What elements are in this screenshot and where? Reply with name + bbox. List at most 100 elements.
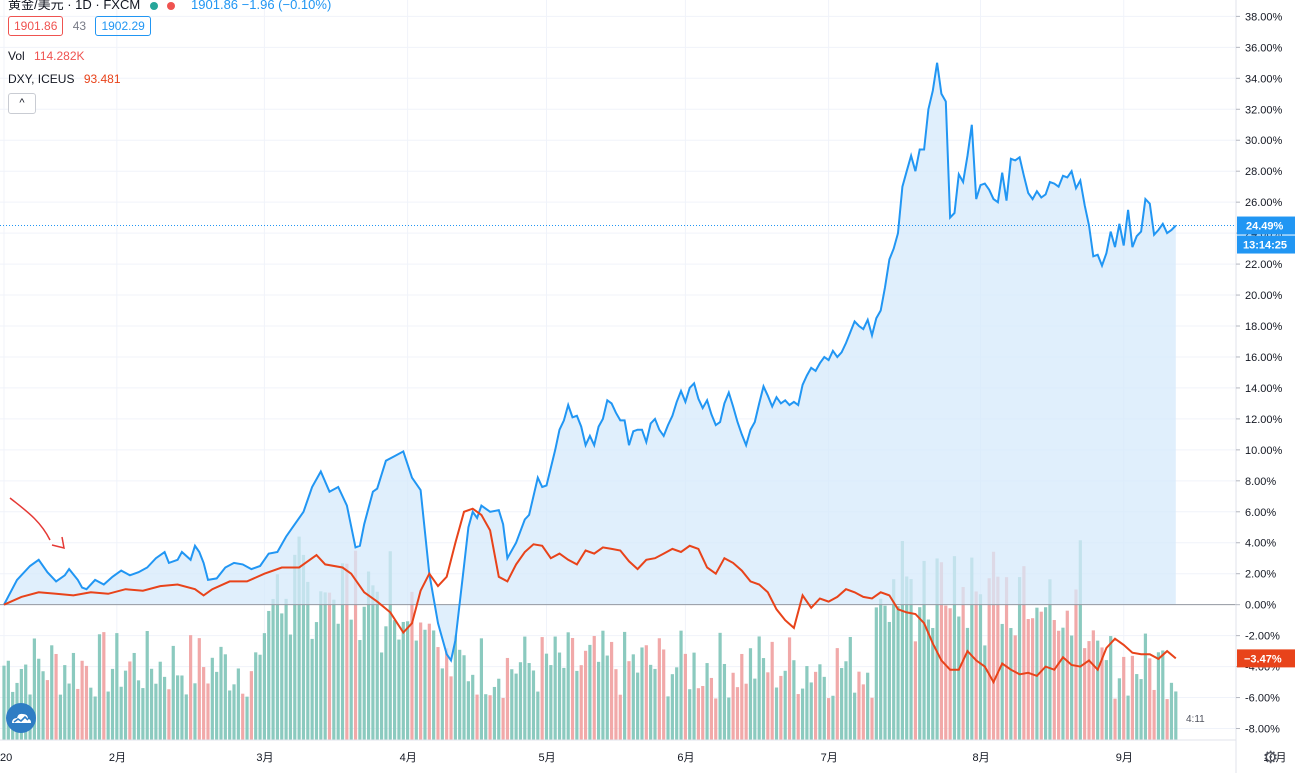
buy-button[interactable]: 1902.29 bbox=[95, 16, 151, 36]
spread-value: 43 bbox=[72, 19, 87, 33]
volume-bar bbox=[206, 683, 210, 740]
x-tick-label: 7月 bbox=[821, 752, 838, 764]
volume-bar bbox=[1109, 636, 1113, 740]
dxy-value: 93.481 bbox=[83, 72, 121, 86]
volume-bar bbox=[861, 684, 865, 740]
volume-label: Vol bbox=[8, 49, 25, 63]
volume-bar bbox=[753, 678, 757, 740]
y-tick-label: 38.00% bbox=[1245, 11, 1283, 23]
tradingview-logo-icon[interactable] bbox=[6, 703, 36, 733]
volume-bar bbox=[983, 645, 987, 740]
volume-bar bbox=[909, 579, 913, 740]
volume-bar bbox=[323, 592, 327, 740]
volume-bar bbox=[714, 698, 718, 740]
volume-bar bbox=[579, 665, 583, 740]
volume-bar bbox=[662, 649, 666, 740]
volume-bar bbox=[675, 667, 679, 740]
volume-bar bbox=[623, 631, 627, 740]
volume-bar bbox=[410, 591, 414, 740]
volume-bar bbox=[688, 689, 692, 740]
volume-bar bbox=[831, 695, 835, 740]
volume-bar bbox=[653, 668, 657, 740]
volume-bar bbox=[835, 648, 839, 740]
x-tick-label: 6月 bbox=[677, 752, 694, 764]
volume-bar bbox=[818, 664, 822, 740]
volume-bar bbox=[761, 658, 766, 740]
volume-bar bbox=[176, 675, 180, 740]
y-axis[interactable]: 38.00% 36.00% 34.00% 32.00% 30.00% 28.00% 26.0… bbox=[1235, 0, 1299, 773]
symbol-title[interactable]: 黄金/美元 · 1D · FXCM bbox=[8, 0, 141, 12]
volume-bar bbox=[1013, 635, 1017, 740]
volume-bar bbox=[379, 652, 384, 740]
volume-bar bbox=[1039, 611, 1043, 740]
volume-bar bbox=[219, 646, 223, 740]
volume-bar bbox=[853, 692, 857, 740]
volume-bar bbox=[1096, 640, 1100, 740]
volume-bar bbox=[371, 585, 375, 740]
event-flag-label[interactable]: 4:11 bbox=[1186, 714, 1205, 725]
volume-bar bbox=[596, 661, 601, 740]
volume-bar bbox=[497, 678, 501, 740]
x-axis[interactable]: 202月3月4月5月6月7月8月9月10月11月 bbox=[0, 739, 1299, 764]
volume-bar bbox=[388, 551, 392, 740]
volume-bar bbox=[679, 630, 683, 740]
x-tick-label: 20 bbox=[0, 752, 12, 764]
volume-bar bbox=[827, 698, 831, 740]
sell-button[interactable]: 1901.86 bbox=[8, 16, 64, 36]
volume-bar bbox=[866, 672, 870, 740]
volume-bar bbox=[401, 621, 405, 740]
volume-bar bbox=[458, 649, 462, 740]
volume-bar bbox=[327, 592, 332, 740]
volume-bar bbox=[544, 653, 549, 740]
x-tick-label: 10月 bbox=[1263, 752, 1286, 764]
volume-bar bbox=[583, 650, 588, 740]
volume-bar bbox=[488, 695, 492, 740]
volume-bar bbox=[462, 655, 466, 740]
volume-bar bbox=[670, 674, 674, 740]
volume-bar bbox=[419, 622, 423, 740]
y-tick-label: 18.00% bbox=[1245, 321, 1283, 333]
volume-bar bbox=[319, 591, 323, 740]
collapse-legend-button[interactable]: ^ bbox=[8, 93, 36, 114]
volume-bar bbox=[1083, 648, 1087, 740]
volume-bar bbox=[128, 661, 132, 740]
volume-bar bbox=[141, 688, 145, 740]
volume-bar bbox=[167, 689, 171, 740]
volume-bar bbox=[1017, 577, 1022, 740]
volume-bar bbox=[996, 576, 1000, 740]
volume-bar bbox=[701, 685, 705, 740]
volume-bar bbox=[358, 640, 362, 740]
dxy-last-tag bbox=[1237, 649, 1295, 668]
alert-icon[interactable] bbox=[167, 1, 176, 10]
settings-gear-icon[interactable]: ⚙ bbox=[1263, 748, 1279, 767]
volume-bar bbox=[397, 639, 401, 740]
volume-bar bbox=[562, 667, 566, 740]
dxy-legend[interactable]: DXY, ICEUS 93.481 bbox=[8, 72, 121, 86]
volume-bar bbox=[1070, 635, 1074, 740]
volume-bar bbox=[800, 688, 805, 740]
volume-bar bbox=[935, 558, 939, 740]
volume-bar bbox=[1152, 689, 1156, 740]
dxy-last-label: −3.47% bbox=[1244, 653, 1282, 665]
y-tick-label: 36.00% bbox=[1245, 42, 1283, 54]
volume-bar bbox=[605, 655, 609, 740]
price-tags: 24.49% 13:14:25 −3.47% bbox=[1237, 216, 1295, 668]
volume-bar bbox=[228, 690, 232, 740]
bid-ask-row: 1901.86 43 1902.29 bbox=[8, 16, 151, 36]
volume-legend[interactable]: Vol 114.282K bbox=[8, 49, 85, 63]
volume-bar bbox=[549, 665, 553, 740]
volume-bar bbox=[640, 647, 644, 740]
volume-bar bbox=[1026, 619, 1030, 740]
volume-bar bbox=[366, 571, 371, 740]
volume-bar bbox=[531, 670, 536, 740]
gold-last-tag bbox=[1237, 216, 1295, 235]
gold-last-label: 24.49% bbox=[1246, 221, 1284, 233]
volume-bar bbox=[783, 670, 787, 740]
volume-bar bbox=[236, 668, 240, 740]
volume-bar bbox=[267, 610, 271, 740]
volume-bar bbox=[132, 652, 136, 740]
x-tick-label: 2月 bbox=[109, 752, 126, 764]
y-axis-bg bbox=[1236, 0, 1299, 773]
volume-bar bbox=[158, 661, 162, 740]
volume-bar bbox=[115, 633, 119, 740]
